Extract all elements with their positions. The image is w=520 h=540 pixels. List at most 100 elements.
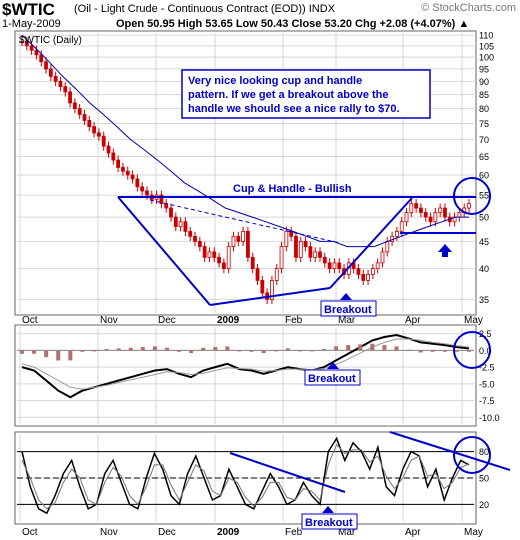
- candle-body: [125, 170, 130, 176]
- y-tick-label: 55: [479, 191, 489, 201]
- candle-body: [318, 251, 322, 258]
- moving-average-line: [21, 34, 469, 248]
- candle-body: [48, 68, 53, 77]
- candle-body: [322, 256, 327, 264]
- candle-body: [467, 203, 471, 209]
- candle-body: [217, 256, 221, 264]
- breakout-box-1: [320, 300, 377, 317]
- macd-histogram-bar: [32, 350, 37, 354]
- y-tick-label: 80: [479, 104, 489, 114]
- note-box: [181, 69, 431, 119]
- y-tick-label: 70: [479, 135, 489, 145]
- candle-body: [289, 230, 294, 237]
- y-tick-label: -7.5: [479, 396, 495, 406]
- candle-body: [53, 75, 58, 82]
- candle-body: [29, 45, 34, 51]
- candle-body: [298, 241, 303, 258]
- breakout-circle-price: [453, 177, 491, 215]
- candle-body: [313, 251, 318, 258]
- candle-body: [375, 262, 380, 269]
- candle-body: [419, 207, 423, 213]
- breakout-arrow-icon-2: [327, 362, 339, 369]
- x-tick-label: Oct: [22, 315, 38, 326]
- x-tick-label: Dec: [158, 527, 176, 538]
- candle-body: [231, 235, 236, 247]
- candle-body: [438, 207, 443, 213]
- candle-body: [221, 262, 226, 269]
- candle-body: [101, 135, 106, 147]
- x-tick-label: Mar: [338, 527, 356, 538]
- candle-body: [106, 145, 111, 154]
- candle-body: [385, 241, 390, 253]
- candle-body: [135, 178, 140, 188]
- y-tick-label: 50: [479, 474, 489, 484]
- macd-histogram-bar: [68, 350, 73, 361]
- x-tick-label: Oct: [22, 527, 38, 538]
- x-tick-label: Apr: [405, 315, 421, 326]
- candle-body: [58, 81, 63, 87]
- candle-body: [178, 221, 183, 227]
- y-tick-label: 100: [479, 53, 494, 63]
- candle-body: [370, 268, 375, 275]
- macd-histogram-bar: [261, 350, 266, 354]
- candle-body: [207, 251, 212, 258]
- macd-histogram-bar: [406, 349, 411, 351]
- candle-body: [20, 41, 24, 43]
- candle-body: [188, 230, 193, 237]
- macd-histogram-bar: [454, 350, 459, 352]
- downtrend-dash-line: [149, 199, 341, 244]
- candle-body: [399, 221, 404, 232]
- y-tick-label: 80: [479, 447, 489, 457]
- candle-body: [226, 246, 231, 269]
- candle-body: [260, 280, 265, 294]
- macd-histogram-bar: [164, 347, 169, 351]
- y-tick-label: 0.0: [479, 346, 492, 356]
- macd-panel: [14, 324, 477, 427]
- candle-body: [183, 221, 188, 232]
- macd-histogram-bar: [249, 350, 254, 352]
- macd-histogram-bar: [382, 345, 387, 351]
- macd-histogram-bar: [20, 350, 24, 354]
- price-legend: $WTIC (Daily): [19, 35, 82, 46]
- candle-body: [173, 216, 178, 227]
- y-tick-label: 90: [479, 77, 489, 87]
- candle-body: [250, 256, 255, 269]
- handle-arrow-icon: [438, 244, 452, 257]
- candle-body: [92, 126, 96, 134]
- candle-body: [409, 203, 414, 213]
- macd-histogram-bar: [116, 348, 121, 351]
- breakout-arrow-icon-1: [340, 293, 352, 300]
- x-tick-label: Feb: [285, 315, 303, 326]
- candle-body: [284, 230, 289, 247]
- macd-histogram-bar: [394, 346, 399, 351]
- candle-body: [82, 114, 87, 121]
- candle-body: [140, 186, 145, 192]
- candle-body: [423, 212, 428, 218]
- y-tick-label: 20: [479, 500, 489, 510]
- macd-histogram-bar: [189, 350, 194, 354]
- macd-histogram-bar: [92, 350, 97, 352]
- macd-histogram-bar: [80, 350, 85, 352]
- y-tick-label: 105: [479, 41, 494, 51]
- macd-histogram-bar: [430, 350, 435, 352]
- macd-histogram-bar: [56, 350, 61, 361]
- candle-body: [68, 91, 72, 104]
- macd-histogram-bar: [237, 350, 242, 352]
- macd-histogram-bar: [370, 343, 375, 351]
- candle-body: [308, 246, 313, 258]
- y-tick-label: -5.0: [479, 379, 495, 389]
- cup-bottom-line: [209, 287, 331, 306]
- candle-body: [255, 268, 260, 281]
- macd-histogram-bar: [213, 347, 218, 351]
- macd-histogram-bar: [177, 350, 182, 352]
- cup-left-line: [117, 196, 211, 306]
- macd-histogram-bar: [104, 349, 109, 351]
- candle-body: [395, 230, 399, 237]
- y-tick-label: 45: [479, 237, 489, 247]
- breakout-label-2: Breakout: [308, 373, 356, 385]
- breakout-box-3: [301, 513, 358, 530]
- y-tick-label: 40: [479, 264, 489, 274]
- x-tick-label: Dec: [158, 315, 176, 326]
- candle-body: [24, 41, 29, 47]
- x-tick-label: Nov: [100, 527, 118, 538]
